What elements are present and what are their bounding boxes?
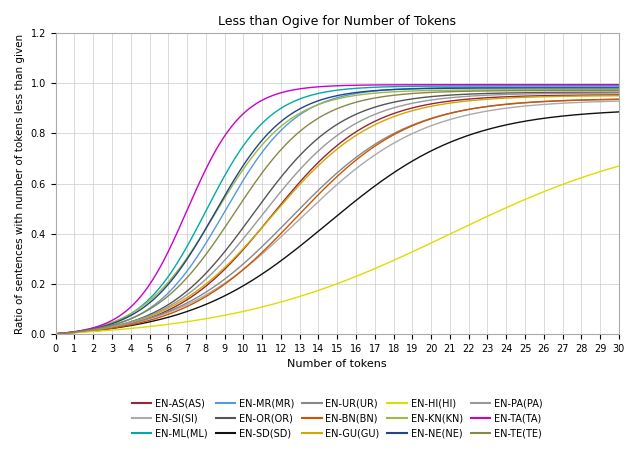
Legend: EN-AS(AS), EN-SI(SI), EN-ML(ML), EN-MR(MR), EN-OR(OR), EN-SD(SD), EN-UR(UR), EN-: EN-AS(AS), EN-SI(SI), EN-ML(ML), EN-MR(M… <box>132 399 543 438</box>
X-axis label: Number of tokens: Number of tokens <box>287 359 387 369</box>
Title: Less than Ogive for Number of Tokens: Less than Ogive for Number of Tokens <box>218 15 456 28</box>
Y-axis label: Ratio of sentences with number of tokens less than given: Ratio of sentences with number of tokens… <box>15 33 25 333</box>
